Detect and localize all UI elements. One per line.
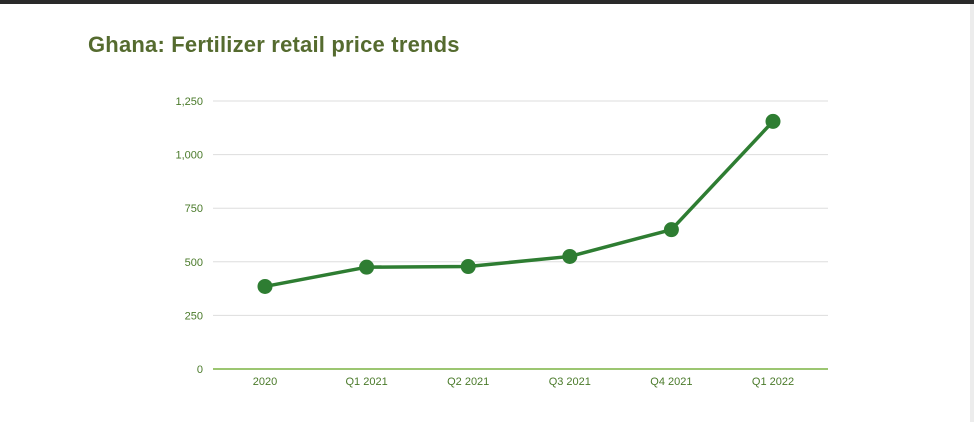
window-top-bar (0, 0, 974, 4)
y-tick-label: 1,000 (175, 150, 203, 162)
grid-lines (213, 100, 828, 316)
y-tick-label: 500 (185, 257, 203, 269)
y-tick-label: 250 (185, 310, 203, 322)
data-point (663, 222, 679, 238)
data-point (765, 113, 781, 129)
y-tick-label: 0 (197, 364, 203, 376)
window-right-edge (970, 4, 974, 422)
data-point (562, 248, 578, 264)
x-tick-label: 2020 (253, 376, 277, 388)
data-point (257, 278, 273, 294)
y-tick-label: 750 (185, 203, 203, 215)
x-tick-label: Q4 2021 (650, 376, 692, 388)
x-axis-tick-labels: 2020 Q1 2021 Q2 2021 Q3 2021 Q4 2021 Q1 2022 (253, 376, 794, 388)
series-line (263, 119, 775, 289)
y-axis-tick-labels: 0 250 500 750 1,000 1,250 (175, 96, 203, 376)
x-tick-label: Q1 2021 (345, 376, 387, 388)
series-price (257, 113, 781, 294)
x-tick-label: Q3 2021 (549, 376, 591, 388)
data-point (460, 259, 476, 275)
y-tick-label: 1,250 (175, 96, 203, 108)
data-point (359, 259, 375, 275)
chart-title: Ghana: Fertilizer retail price trends (88, 32, 460, 57)
x-tick-label: Q1 2022 (752, 376, 794, 388)
x-tick-label: Q2 2021 (447, 376, 489, 388)
